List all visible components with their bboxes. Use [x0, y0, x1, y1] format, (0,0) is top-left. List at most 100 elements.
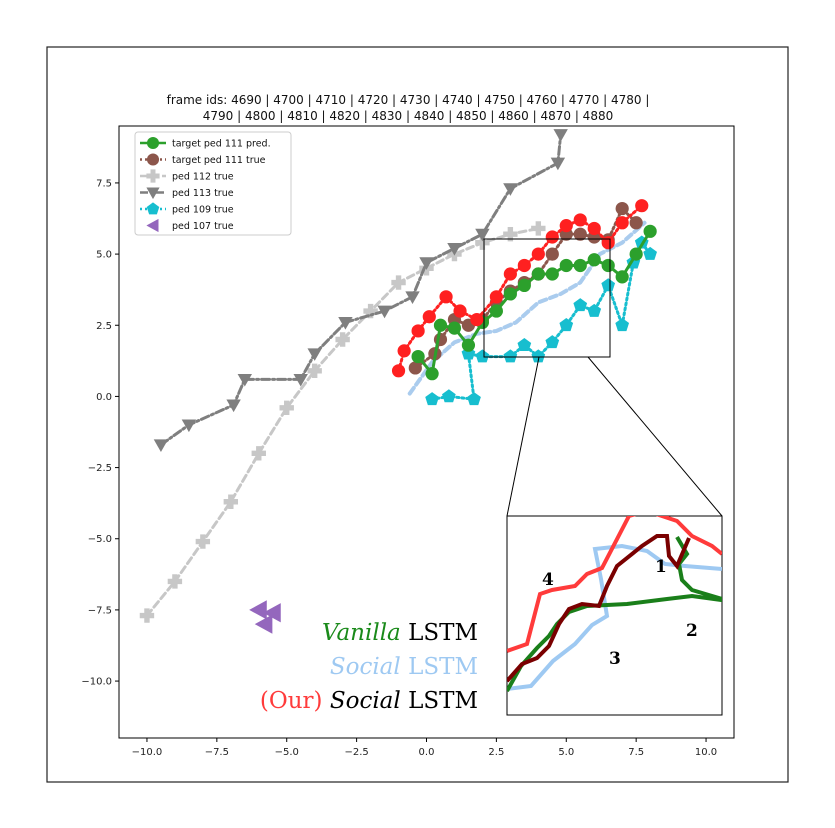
data-point [408, 361, 422, 375]
series-line [407, 220, 647, 396]
data-point [601, 258, 615, 273]
inset-label-4: 4 [542, 570, 554, 590]
data-point [601, 236, 615, 250]
y-tick-label: −5.0 [88, 534, 112, 545]
data-point [531, 221, 546, 236]
data-point [249, 600, 267, 620]
zoom-connector-left [506, 356, 540, 517]
legend-marker [146, 187, 160, 200]
x-tick-label: −5.0 [275, 747, 299, 758]
data-point [643, 224, 657, 238]
data-point [422, 310, 436, 324]
y-axis: 7.5 5.0 2.5 0.0 −2.5 −5.0 −7.5 −10.0 [81, 178, 119, 688]
data-point [601, 278, 616, 292]
series-ped-109-true [425, 235, 657, 406]
data-point [223, 494, 239, 509]
data-point [545, 335, 560, 349]
data-point [447, 243, 462, 256]
data-point [338, 317, 353, 330]
data-point [643, 246, 657, 260]
data-point [181, 419, 197, 433]
inset-label-2: 2 [686, 621, 698, 641]
annotation-our-lstm-word: LSTM [408, 688, 478, 714]
data-point [397, 344, 411, 358]
annotation-our-social-word: Social [330, 688, 401, 714]
legend-label: ped 107 true [172, 221, 234, 232]
data-point [629, 247, 643, 261]
annotation-our-social-lstm: (Our) Social LSTM [260, 688, 478, 714]
data-point [629, 216, 643, 230]
y-tick-label: 0.0 [96, 392, 112, 403]
x-tick-label: 2.5 [488, 747, 504, 758]
legend-label: ped 109 true [172, 205, 234, 216]
data-point [442, 389, 456, 403]
inset-ground-truth-path [507, 534, 691, 683]
data-point [489, 290, 503, 304]
data-point [503, 267, 517, 281]
legend: target ped 111 pred. target ped 111 true p… [134, 131, 292, 236]
data-point [461, 338, 476, 352]
data-point [531, 349, 546, 363]
x-tick-label: −7.5 [205, 747, 229, 758]
data-point [167, 574, 183, 589]
legend-frame [134, 131, 292, 236]
x-tick-label: 10.0 [695, 747, 717, 758]
x-tick-label: −2.5 [344, 747, 368, 758]
series-unlabeled-series-6 [391, 199, 649, 378]
data-point [550, 157, 566, 171]
data-point [553, 129, 568, 142]
x-tick-label: −10.0 [132, 747, 163, 758]
zoom-inset: 4 1 2 3 [506, 515, 723, 716]
data-point [573, 298, 588, 312]
x-tick-label: 5.0 [558, 747, 574, 758]
inset-vanilla-lstm-path [507, 535, 722, 692]
data-point [470, 312, 484, 327]
chart-title-line-1: frame ids: 4690 | 4700 | 4710 | 4720 | 4… [167, 93, 650, 107]
annotation-vanilla-lstm-word: LSTM [408, 620, 478, 646]
data-point [517, 278, 531, 293]
inset-label-3: 3 [609, 649, 621, 669]
data-point [195, 534, 211, 549]
data-point [377, 305, 392, 319]
legend-label: ped 112 true [172, 172, 234, 183]
y-tick-label: −10.0 [81, 677, 112, 688]
series-unlabeled-series-7 [407, 220, 647, 396]
data-point [573, 258, 587, 273]
y-tick-label: −2.5 [88, 463, 112, 474]
data-point [467, 392, 481, 406]
data-point [489, 304, 503, 318]
data-point [254, 614, 273, 634]
data-point [307, 348, 322, 361]
data-point [615, 216, 629, 230]
legend-label: target ped 111 pred. [172, 139, 271, 150]
data-point [559, 219, 573, 233]
annotation-social-lstm: Social LSTM [330, 654, 478, 680]
legend-label: target ped 111 true [172, 155, 266, 166]
data-point [411, 324, 425, 338]
data-point [573, 227, 587, 241]
annotation-social-word: Social [330, 654, 401, 680]
series-ped-113-true [153, 129, 568, 453]
annotation-vanilla-lstm: Vanilla LSTM [322, 620, 478, 646]
y-tick-label: 2.5 [96, 321, 112, 332]
data-point [503, 287, 517, 301]
x-axis: −10.0 −7.5 −5.0 −2.5 0.0 2.5 5.0 7.5 10.0 [132, 738, 717, 758]
legend-label: ped 113 true [172, 188, 234, 199]
annotation-social-lstm-word: LSTM [408, 654, 478, 680]
data-point [139, 608, 155, 623]
data-point [447, 321, 462, 335]
series-line [145, 226, 540, 618]
data-point [226, 399, 241, 413]
data-point [559, 258, 573, 273]
data-point [517, 337, 532, 352]
data-point [335, 332, 350, 347]
data-point [635, 199, 649, 213]
inset-social-lstm-path [507, 543, 722, 691]
data-point [559, 318, 574, 332]
inset-label-1: 1 [655, 557, 667, 577]
y-tick-label: −7.5 [88, 605, 112, 616]
data-point [475, 349, 490, 363]
series-target-ped-111-pred- [411, 224, 657, 381]
zoom-region-box [483, 238, 611, 358]
